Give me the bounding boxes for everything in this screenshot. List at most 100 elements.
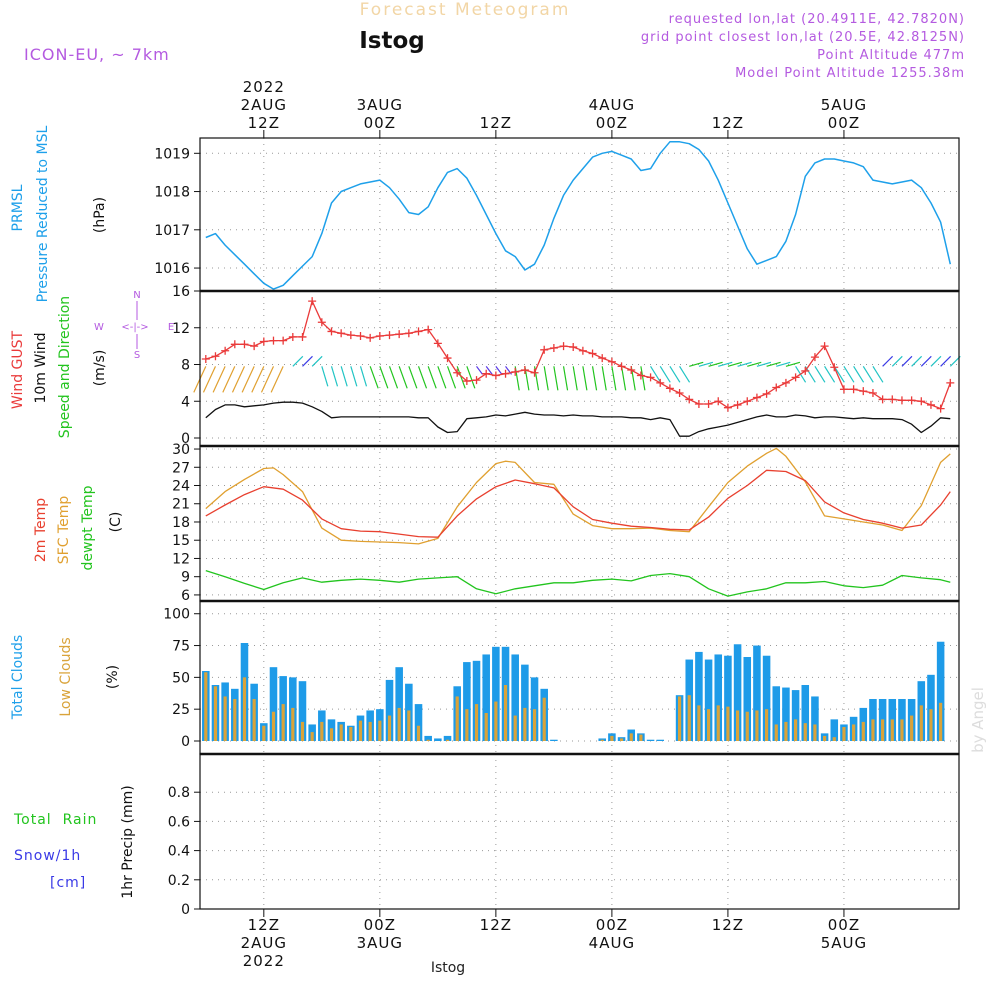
low-cloud-bar [794, 719, 798, 741]
wind-direction-arrow [891, 355, 903, 367]
total-cloud-bar [463, 662, 471, 741]
total-cloud-bar [656, 739, 665, 741]
wind-direction-arrow [853, 366, 865, 383]
low-cloud-bar [426, 739, 430, 741]
wind-direction-arrow [766, 361, 781, 367]
wind-direction-arrow [747, 361, 762, 367]
total-cloud-bar [482, 654, 490, 741]
ytick-label-temperature: 27 [172, 460, 190, 476]
wind-direction-arrow [669, 366, 681, 383]
low-cloud-bar [378, 720, 382, 741]
ytick-label-clouds: 0 [181, 734, 190, 750]
low-cloud-bar [629, 733, 633, 741]
low-cloud-bar [300, 721, 305, 741]
wind-gust-point [578, 346, 587, 355]
temp-dewpt-line [205, 569, 951, 597]
compass-n: N [133, 290, 140, 301]
wind-direction-arrow [231, 366, 246, 393]
wind-direction-arrow [698, 361, 714, 367]
low-cloud-bar [745, 711, 749, 741]
wind-direction-arrow [901, 355, 913, 367]
top-time-label: 4AUG [589, 96, 635, 114]
wind-direction-arrow [495, 365, 503, 375]
low-cloud-bar [832, 737, 836, 741]
gridpoint-coords: grid point closest lon,lat (20.5E, 42.81… [641, 30, 965, 45]
wind-direction-arrow [756, 361, 772, 367]
pressure-label-2: Pressure Reduced to MSL [35, 125, 51, 302]
top-time-label: 2AUG [241, 96, 287, 114]
top-time-label: 12Z [248, 114, 280, 132]
snow-unit-label: [cm] [50, 875, 86, 891]
wind-gust-point [395, 330, 404, 339]
wind-direction-arrow [340, 366, 348, 387]
low-cloud-bar [358, 720, 363, 741]
low-cloud-bar [890, 719, 894, 741]
wind-direction-arrow [650, 366, 662, 383]
location-title: Istog [359, 28, 425, 54]
low-cloud-bar [213, 686, 218, 741]
top-time-label: 5AUG [821, 96, 867, 114]
wind-direction-arrow [466, 366, 476, 389]
wind-gust-point [385, 331, 394, 340]
total-cloud-bar [424, 735, 432, 741]
ytick-label-pressure: 1016 [154, 261, 190, 277]
low-cloud-bar [513, 715, 517, 741]
low-cloud-bar [861, 721, 865, 741]
ytick-label-temperature: 18 [172, 515, 190, 531]
low-cloud-bar [610, 735, 614, 741]
low-cloud-bar [639, 734, 643, 741]
wind-direction-arrow [398, 366, 408, 389]
low-cloud-bar [320, 721, 324, 741]
wind-gust-point [308, 297, 317, 306]
wind-gust-point [211, 352, 220, 361]
low-clouds-label: Low Clouds [58, 637, 74, 716]
wind-unit: (m/s) [92, 350, 108, 387]
total-cloud-bar [936, 641, 945, 741]
low-cloud-bar [939, 702, 943, 741]
ytick-label-precip: 0.4 [168, 844, 190, 860]
clouds-unit: (%) [105, 665, 121, 689]
model-label: ICON-EU, ~ 7km [24, 45, 170, 64]
wind-gust-point [375, 332, 384, 341]
wind-gust-point [269, 336, 278, 345]
total-cloud-bar [772, 686, 781, 741]
low-cloud-bar [736, 710, 740, 741]
low-cloud-bar [455, 696, 459, 741]
low-cloud-bar [765, 709, 769, 741]
compass-s: S [134, 350, 140, 361]
total-cloud-bar [695, 651, 703, 741]
top-time-label: 00Z [828, 114, 860, 132]
wind-gust-point [820, 342, 829, 351]
low-cloud-bar [706, 709, 711, 741]
wind-direction-arrow [202, 366, 217, 393]
low-cloud-bar [368, 721, 372, 741]
wind-gust-point [404, 329, 413, 338]
low-cloud-bar [329, 728, 334, 741]
total-cloud-bar [743, 657, 752, 741]
wind-direction-arrow [553, 366, 559, 391]
total-cloud-bar [434, 738, 442, 741]
low-cloud-bar [871, 719, 875, 741]
low-cloud-bar [687, 695, 691, 741]
ytick-label-temperature: 21 [172, 497, 190, 513]
total-cloud-bar [269, 667, 278, 741]
bottom-time-label: 4AUG [589, 934, 635, 952]
wind-gust-point [520, 366, 529, 375]
top-time-label: 00Z [364, 114, 396, 132]
total-cloud-bar [753, 645, 761, 741]
wind-gust-point [888, 395, 897, 404]
low-cloud-bar [291, 707, 295, 741]
wind-direction-arrow [292, 355, 304, 367]
low-cloud-bar [600, 739, 604, 741]
wind-direction-arrow [620, 366, 627, 391]
snow-label: Snow/1h [14, 848, 81, 864]
wind-label: 10m Wind [33, 332, 49, 403]
wind-gust-point [781, 378, 790, 387]
ytick-label-wind: 0 [181, 431, 190, 447]
low-cloud-bar [900, 719, 904, 741]
low-cloud-bar [697, 705, 701, 741]
wind-direction-arrow [241, 366, 255, 393]
ytick-label-precip: 0.2 [168, 873, 190, 889]
wind-direction-arrow [251, 366, 265, 393]
wind-direction-arrow [260, 366, 275, 393]
